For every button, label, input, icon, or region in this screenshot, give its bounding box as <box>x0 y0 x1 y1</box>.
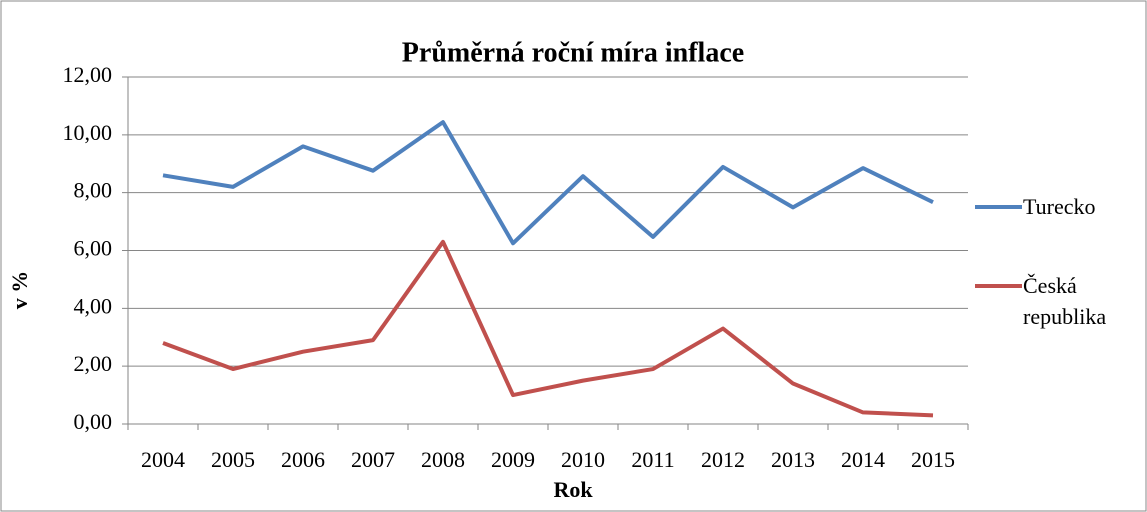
y-tick-label: 12,00 <box>63 62 113 87</box>
x-tick-label: 2004 <box>141 447 185 472</box>
x-tick-label: 2006 <box>281 447 325 472</box>
y-tick-label: 8,00 <box>74 178 113 203</box>
x-tick-label: 2011 <box>631 447 674 472</box>
x-tick-label: 2015 <box>911 447 955 472</box>
x-tick-label: 2013 <box>771 447 815 472</box>
x-tick-label: 2010 <box>561 447 605 472</box>
legend-label: Turecko <box>1023 194 1096 219</box>
x-tick-label: 2007 <box>351 447 395 472</box>
y-tick-label: 6,00 <box>74 236 113 261</box>
x-tick-label: 2005 <box>211 447 255 472</box>
y-tick-label: 0,00 <box>74 409 113 434</box>
chart-title: Průměrná roční míra inflace <box>402 37 744 68</box>
y-axis-label: v % <box>7 271 32 310</box>
x-tick-label: 2008 <box>421 447 465 472</box>
x-tick-label: 2014 <box>841 447 885 472</box>
line-series <box>162 120 934 246</box>
legend-label: Česká republika <box>1023 273 1107 329</box>
x-axis-label: Rok <box>553 477 593 502</box>
x-tick-label: 2012 <box>701 447 745 472</box>
y-tick-label: 4,00 <box>74 293 113 318</box>
y-tick-label: 10,00 <box>63 120 113 145</box>
line-series <box>162 239 934 418</box>
y-tick-label: 2,00 <box>74 351 113 376</box>
x-tick-label: 2009 <box>491 447 535 472</box>
